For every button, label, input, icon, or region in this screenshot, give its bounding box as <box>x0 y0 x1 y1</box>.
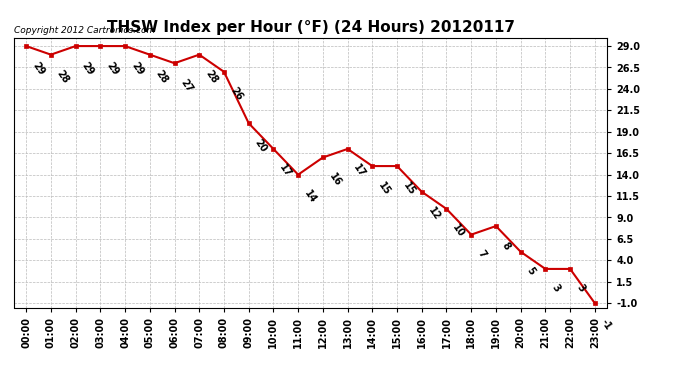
Text: 8: 8 <box>500 240 512 251</box>
Title: THSW Index per Hour (°F) (24 Hours) 20120117: THSW Index per Hour (°F) (24 Hours) 2012… <box>106 20 515 35</box>
Text: 28: 28 <box>154 69 170 86</box>
Text: 29: 29 <box>129 60 145 77</box>
Text: 7: 7 <box>475 249 487 260</box>
Text: 20: 20 <box>253 137 269 154</box>
Text: 5: 5 <box>525 266 537 277</box>
Text: 28: 28 <box>204 69 219 86</box>
Text: 29: 29 <box>80 60 96 77</box>
Text: 3: 3 <box>574 283 586 294</box>
Text: 14: 14 <box>302 189 318 206</box>
Text: 17: 17 <box>352 163 368 180</box>
Text: 12: 12 <box>426 206 442 222</box>
Text: 17: 17 <box>277 163 293 180</box>
Text: 27: 27 <box>179 77 195 94</box>
Text: 28: 28 <box>55 69 71 86</box>
Text: 29: 29 <box>30 60 46 77</box>
Text: 26: 26 <box>228 86 244 102</box>
Text: 15: 15 <box>377 180 393 197</box>
Text: Copyright 2012 Cartronics.com: Copyright 2012 Cartronics.com <box>14 26 155 35</box>
Text: 10: 10 <box>451 223 466 240</box>
Text: 16: 16 <box>327 171 343 188</box>
Text: 15: 15 <box>401 180 417 197</box>
Text: 3: 3 <box>549 283 562 294</box>
Text: -1: -1 <box>599 317 613 332</box>
Text: 29: 29 <box>104 60 121 77</box>
